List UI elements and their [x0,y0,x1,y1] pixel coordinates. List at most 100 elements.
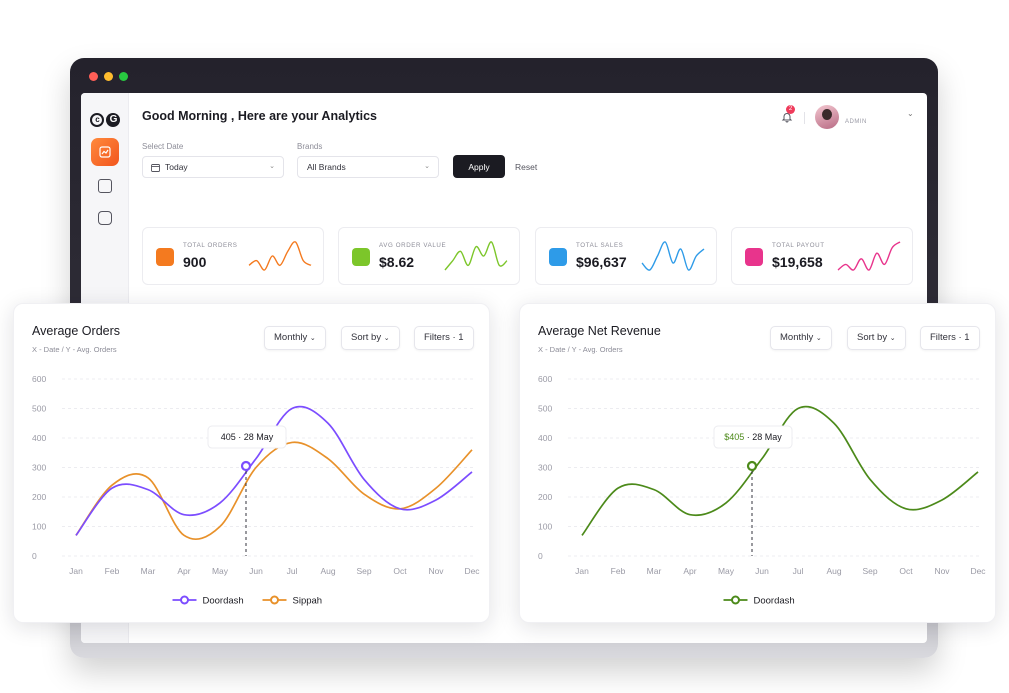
x-tick-label: Sep [862,566,877,576]
chevron-down-icon: ⌄ [424,163,430,170]
sparkline-path [444,241,508,271]
window-maximize-button[interactable] [119,72,128,81]
x-tick-label: Jul [793,566,804,576]
filters-button[interactable]: Filters · 1 [920,326,980,350]
sort-dropdown[interactable]: Sort by ⌄ [341,326,400,350]
x-tick-label: Jun [755,566,769,576]
chevron-down-icon: ⌄ [309,335,316,342]
kpi-value: 900 [183,254,207,270]
x-tick-label: Jun [249,566,263,576]
sparkline [641,241,705,271]
x-tick-label: Oct [899,566,913,576]
sparkline-path [248,241,312,271]
page-title: Good Morning , Here are your Analytics [142,109,377,123]
tooltip-box [207,425,287,449]
kpi-label: TOTAL ORDERS [183,242,238,249]
date-select[interactable]: Today ⌄ [142,156,284,178]
sparkline [444,241,508,271]
date-select-value: Today [165,162,188,172]
x-tick-label: Dec [464,566,480,576]
x-tick-label: Apr [177,566,190,576]
period-dropdown-label: Monthly [780,332,814,343]
sidebar-item-wallet[interactable] [98,211,112,225]
filters-button[interactable]: Filters · 1 [414,326,474,350]
chevron-down-icon: ⌄ [815,335,822,342]
highlight-point[interactable] [746,460,758,472]
y-tick-label: 0 [538,551,543,561]
period-dropdown-label: Monthly [274,332,308,343]
chart-subtitle: X - Date / Y - Avg. Orders [32,345,117,354]
y-tick-label: 300 [32,463,46,473]
kpi-card-total-payout: TOTAL PAYOUT $19,658 [731,227,913,285]
legend-label: Sippah [293,596,323,607]
y-tick-label: 200 [538,492,552,502]
chevron-down-icon: ⌄ [889,335,896,342]
calendar-icon [151,164,160,172]
period-dropdown[interactable]: Monthly ⌄ [770,326,832,350]
highlight-point[interactable] [240,460,252,472]
reset-button[interactable]: Reset [515,162,538,172]
tooltip-box [713,425,793,449]
chevron-down-icon: ⌄ [269,163,275,170]
cart-icon [745,248,763,266]
series-line-sippah [75,441,473,540]
legend-item-doordash[interactable]: Doordash [723,595,795,607]
x-tick-label: Jan [69,566,83,576]
window-close-button[interactable] [89,72,98,81]
legend-marker [731,595,740,605]
kpi-card-total-sales: TOTAL SALES $96,637 [535,227,717,285]
x-tick-label: Mar [141,566,156,576]
y-tick-label: 0 [32,551,37,561]
chart-title: Average Orders [32,324,121,338]
brands-select-value: All Brands [307,162,346,172]
kpi-label: TOTAL PAYOUT [772,242,825,249]
kpi-card-avg-order-value: AVG ORDER VALUE $8.62 [338,227,520,285]
chart-title: Average Net Revenue [538,324,661,338]
notification-badge: 2 [786,105,795,114]
legend-item-sippah[interactable]: Sippah [262,595,323,607]
period-dropdown[interactable]: Monthly ⌄ [264,326,326,350]
y-tick-label: 500 [32,404,46,414]
brands-select[interactable]: All Brands ⌄ [297,156,439,178]
x-tick-label: Jul [287,566,298,576]
bell-icon[interactable] [781,111,793,123]
sidebar-item-reports[interactable] [98,179,112,193]
x-tick-label: Sep [356,566,371,576]
legend-marker [270,595,279,605]
y-tick-label: 500 [538,404,552,414]
kpi-value: $19,658 [772,254,823,270]
x-tick-label: Nov [934,566,950,576]
sidebar-item-analytics[interactable] [91,138,119,166]
chart-card-average-net-revenue: Average Net Revenue X - Date / Y - Avg. … [519,303,996,623]
chart-subtitle: X - Date / Y - Avg. Orders [538,345,623,354]
date-label: Select Date [142,142,184,151]
kpi-value: $96,637 [576,254,627,270]
y-tick-label: 300 [538,463,552,473]
x-tick-label: Oct [393,566,407,576]
apply-button[interactable]: Apply [453,155,505,178]
y-tick-label: 400 [538,433,552,443]
chart-card-average-orders: Average Orders X - Date / Y - Avg. Order… [13,303,490,623]
kpi-label: TOTAL SALES [576,242,624,249]
y-tick-label: 200 [32,492,46,502]
sparkline [837,241,901,271]
sort-dropdown[interactable]: Sort by ⌄ [847,326,906,350]
x-tick-label: Aug [826,566,841,576]
avatar[interactable] [815,105,839,129]
kpi-card-total-orders: TOTAL ORDERS 900 [142,227,324,285]
x-tick-label: Apr [683,566,696,576]
legend-item-doordash[interactable]: Doordash [172,595,244,607]
y-tick-label: 100 [32,522,46,532]
y-tick-label: 600 [538,374,552,384]
x-tick-label: May [718,566,735,576]
basket-icon [352,248,370,266]
chevron-down-icon[interactable]: ⌄ [907,109,914,118]
kpi-value: $8.62 [379,254,415,270]
receipt-icon [156,248,174,266]
x-tick-label: Nov [428,566,444,576]
sort-dropdown-label: Sort by [351,332,382,343]
window-minimize-button[interactable] [104,72,113,81]
user-role: ADMIN [845,119,867,125]
x-tick-label: Feb [105,566,120,576]
